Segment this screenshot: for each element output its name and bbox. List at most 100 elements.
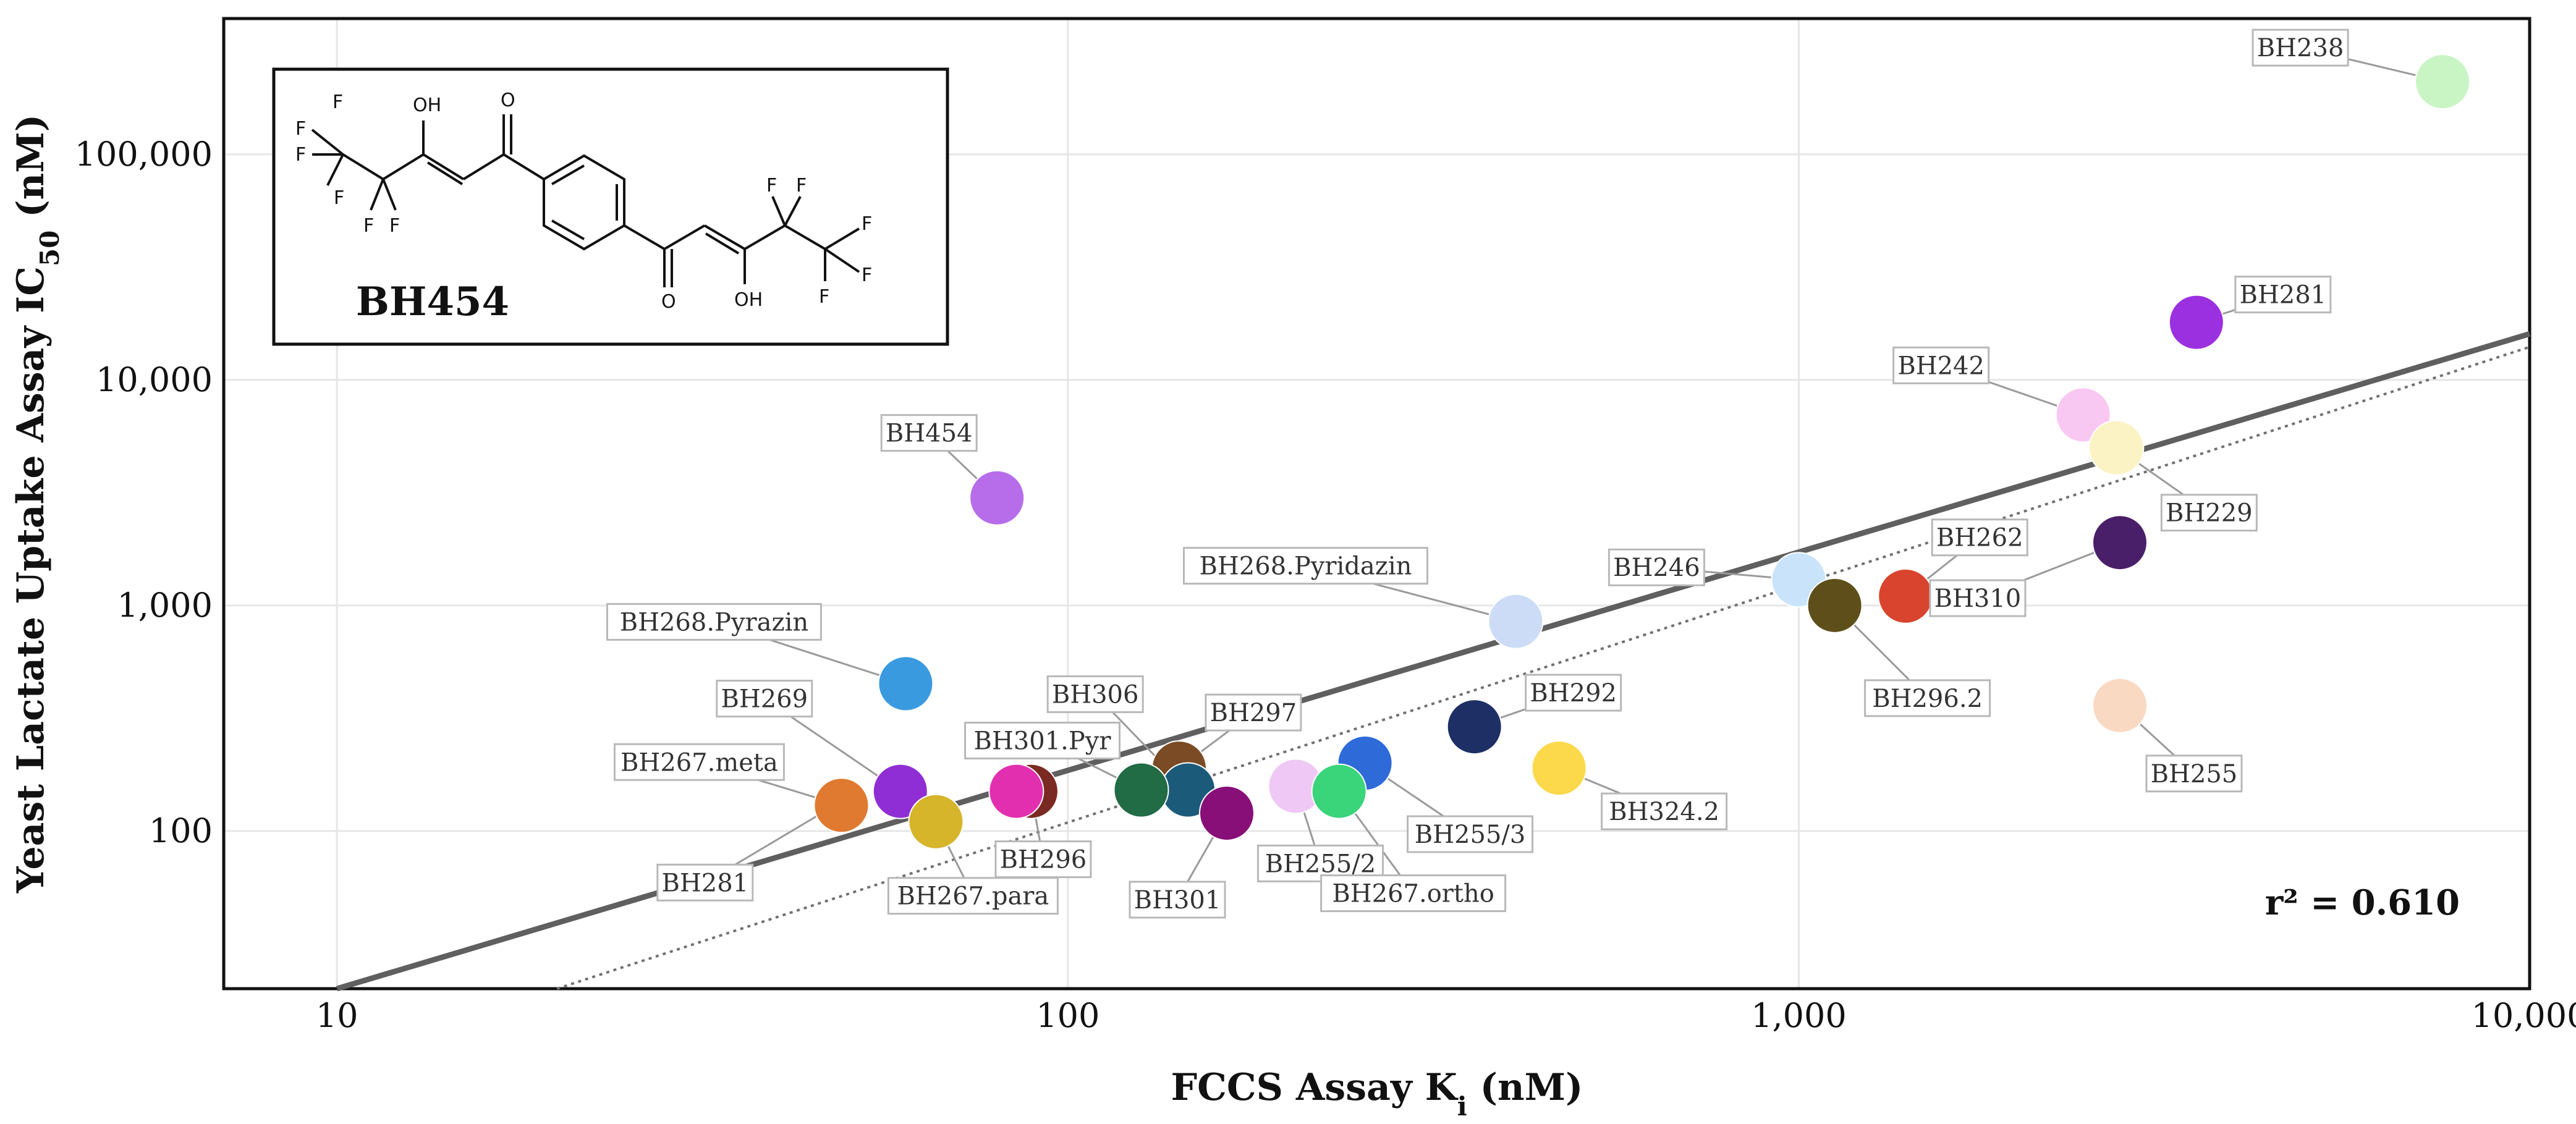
- point-label: BH281: [662, 869, 749, 897]
- point-bh310: [2091, 515, 2148, 571]
- inset-frame: [272, 67, 949, 346]
- atom-f: F: [295, 118, 306, 140]
- label-box: [2145, 754, 2243, 793]
- y-axis-title: Yeast Lactate Uptake Assay IC50 (nM): [9, 114, 65, 894]
- x-axis-title-suffix: (nM): [1467, 1066, 1583, 1109]
- atom-f: F: [363, 215, 374, 237]
- point-labels: BH238 BH281 BH242 BH229 BH310 BH246 BH262 BH296…: [606, 28, 2349, 919]
- label-box: [1320, 874, 1507, 913]
- point-bh267-meta: [813, 777, 870, 834]
- atom-f: F: [862, 213, 872, 235]
- label-box: [2160, 494, 2258, 532]
- label-box: [1205, 693, 1302, 732]
- point-bh267-ortho: [1311, 763, 1367, 819]
- x-axis-title-main: FCCS Assay K: [1171, 1066, 1459, 1109]
- point-label: BH262: [1936, 524, 2023, 552]
- label-box: [1046, 675, 1144, 713]
- atom-f: F: [766, 175, 777, 196]
- identity-line: [556, 345, 2530, 990]
- atom-f: F: [295, 144, 306, 166]
- point-bh281: [2168, 294, 2224, 350]
- label-box: [1864, 679, 1991, 717]
- inset-structure: F F F F F F OH O O OH F F F F F BH454: [272, 67, 949, 346]
- plot-frame: [222, 17, 2532, 991]
- point-label: BH296: [1000, 846, 1087, 874]
- atom-o: O: [661, 291, 676, 313]
- atom-oh: OH: [413, 95, 441, 116]
- label-box: [880, 414, 978, 452]
- label-box: [1929, 579, 2027, 617]
- point-label: BH229: [2166, 499, 2253, 528]
- point-bh301: [1198, 785, 1255, 841]
- point-label: BH306: [1052, 680, 1139, 709]
- point-bh301-pyr: [1113, 762, 1169, 818]
- point-label: BH297: [1210, 699, 1297, 727]
- point-bh229: [2088, 420, 2145, 476]
- point-bh454: [969, 470, 1025, 526]
- label-box: [606, 602, 822, 641]
- point-bh262: [1878, 568, 1934, 624]
- point-label: BH246: [1613, 554, 1700, 582]
- y-axis-title-sub: 50: [35, 230, 65, 266]
- label-box: [1407, 815, 1534, 853]
- atom-labels: F F F F F F OH O O OH F F F F F: [295, 90, 872, 313]
- point-label: BH301: [1134, 886, 1221, 915]
- label-box: [2252, 28, 2349, 67]
- y-axis-title-suffix: (nM): [9, 114, 53, 230]
- label-box: [1931, 518, 2028, 557]
- y-tick-label: 10,000: [96, 360, 213, 399]
- y-axis-ticks: 100 1,000 10,000 100,000: [75, 135, 213, 850]
- x-axis-title: FCCS Assay Ki (nM): [1171, 1066, 1583, 1122]
- label-box: [613, 743, 785, 781]
- x-axis-title-sub: i: [1457, 1091, 1467, 1122]
- y-tick-label: 100: [149, 811, 213, 850]
- atom-f: F: [389, 215, 400, 237]
- x-axis-ticks: 10 100 1,000 10,000: [316, 996, 2576, 1035]
- y-tick-label: 1,000: [117, 586, 213, 625]
- atom-f: F: [819, 286, 829, 308]
- r-squared-annotation: r² = 0.610: [2265, 882, 2460, 923]
- point-label: BH267.para: [897, 882, 1049, 911]
- label-box: [1601, 792, 1728, 830]
- x-tick-label: 1,000: [1751, 996, 1847, 1035]
- point-bh296-extra: [988, 763, 1044, 819]
- label-box: [887, 877, 1059, 915]
- molecule-drawing: [311, 114, 860, 287]
- point-label: BH267.ortho: [1332, 880, 1494, 908]
- point-label: BH255/2: [1265, 850, 1376, 878]
- label-box: [1525, 674, 1622, 712]
- label-box: [1182, 547, 1428, 585]
- label-box: [1892, 346, 1990, 384]
- label-box: [2234, 276, 2332, 314]
- x-tick-label: 10,000: [2472, 996, 2576, 1035]
- point-label: BH296.2: [1872, 685, 1983, 713]
- x-tick-label: 10: [316, 996, 358, 1035]
- point-bh292: [1446, 699, 1502, 755]
- point-bh238: [2415, 54, 2471, 110]
- atom-o: O: [501, 90, 515, 111]
- y-axis-title-main: Yeast Lactate Uptake Assay IC: [9, 266, 53, 894]
- point-bh268-pyridazin: [1488, 593, 1544, 649]
- point-label: BH268.Pyrazin: [620, 608, 808, 636]
- atom-f: F: [796, 175, 807, 196]
- label-box: [656, 863, 754, 902]
- point-label: BH255: [2151, 760, 2238, 788]
- label-box: [964, 721, 1121, 759]
- point-label: BH242: [1897, 352, 1985, 380]
- point-label: BH281: [2240, 281, 2327, 310]
- point-label: BH267.meta: [621, 748, 778, 777]
- point-bh268-pyrazin: [878, 656, 934, 712]
- data-points: [813, 54, 2471, 850]
- point-label: BH310: [1934, 585, 2022, 613]
- compound-name: BH454: [356, 279, 509, 325]
- point-bh324-2: [1531, 740, 1587, 797]
- atom-oh: OH: [734, 289, 763, 311]
- x-tick-label: 100: [1036, 996, 1099, 1035]
- point-label: BH301.Pyr: [973, 727, 1111, 755]
- point-label: BH268.Pyridazin: [1200, 552, 1412, 581]
- point-label: BH324.2: [1609, 798, 1719, 826]
- label-box: [716, 680, 813, 718]
- point-bh255: [2091, 677, 2148, 733]
- y-tick-label: 100,000: [75, 135, 213, 174]
